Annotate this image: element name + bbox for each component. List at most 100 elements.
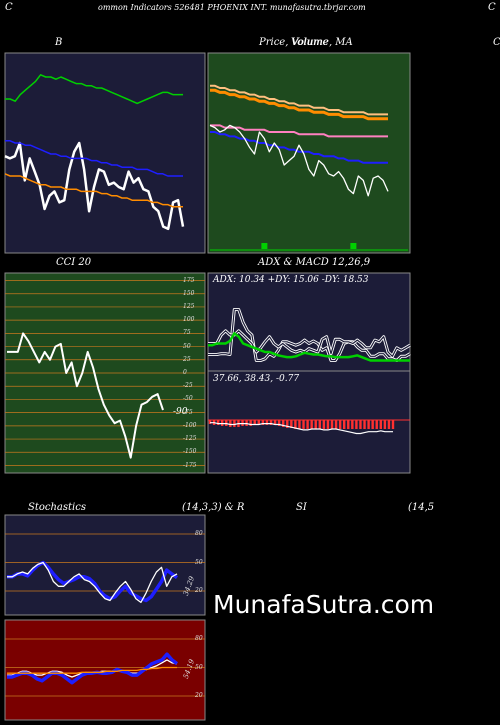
macd-histogram-bar: [286, 420, 289, 428]
oscillator-tick-label: 20: [195, 692, 203, 699]
macd-histogram-bar: [216, 420, 220, 425]
macd-histogram-bar: [347, 420, 350, 429]
macd-histogram-bar: [294, 420, 297, 429]
macd-histogram-bar: [359, 420, 362, 429]
macd-histogram-bar: [387, 420, 391, 429]
bollinger-title: B: [55, 37, 63, 48]
macd-histogram-bar: [310, 420, 313, 429]
stochastics-chart: [4, 514, 206, 616]
macd-histogram-bar: [261, 420, 265, 425]
oscillator-line-2: [7, 666, 177, 674]
panel-background: [4, 619, 206, 721]
adx-chart: [207, 272, 411, 372]
stoch-params: (14,3,3) & R: [182, 502, 245, 513]
macd-histogram-bar: [326, 420, 330, 429]
macd-histogram-bar: [351, 420, 354, 429]
oscillator-tick-label: 50: [195, 558, 203, 566]
cci-chart: [4, 272, 206, 474]
macd-histogram-bar: [249, 420, 252, 426]
cci-tick-label: -100: [183, 421, 197, 429]
cci-tick-label: 75: [183, 329, 191, 337]
cci-tick-label: -50: [183, 395, 193, 403]
ma-pink-line: [210, 124, 388, 138]
macd-chart: [207, 370, 411, 474]
macd-histogram-bar: [379, 420, 382, 429]
cci-title: CCI 20: [56, 257, 92, 268]
ma-blue-line: [210, 131, 388, 164]
oscillator-tick-label: 50: [195, 663, 203, 671]
cci-tick-label: -175: [183, 461, 197, 469]
cci-tick-label: 50: [183, 342, 191, 350]
price-chart: [207, 52, 411, 254]
right-edge-char: C: [488, 2, 496, 13]
cci-tick-label: 125: [183, 302, 195, 310]
oscillator-tick-label: 80: [195, 635, 203, 642]
macd-histogram-bar: [338, 420, 342, 429]
cci-tick-label: -25: [183, 382, 193, 390]
bollinger-chart: [4, 52, 206, 254]
macd-histogram-bar: [322, 420, 326, 429]
rsi-title: SI: [296, 502, 307, 513]
macd-histogram-bar: [298, 420, 301, 429]
macd-histogram-bar: [253, 420, 256, 425]
macd-histogram-bar: [302, 420, 305, 429]
macd-histogram-bar: [265, 420, 269, 425]
ma-orange-line: [210, 88, 388, 121]
macd-readout: 37.66, 38.43, -0.77: [213, 374, 300, 384]
macd-histogram-bar: [229, 420, 232, 427]
left-edge-char: C: [5, 2, 13, 13]
watermark: MunafaSutra.com: [213, 590, 435, 619]
macd-histogram-bar: [355, 420, 358, 429]
macd-histogram-bar: [383, 420, 387, 429]
oscillator-tick-label: 80: [195, 530, 203, 537]
macd-histogram-bar: [391, 420, 395, 429]
cci-last-value: -90: [173, 407, 188, 417]
volume-bar: [261, 243, 268, 249]
macd-histogram-bar: [343, 420, 346, 429]
macd-histogram-bar: [273, 420, 277, 425]
oscillator-tick-label: 20: [195, 587, 203, 594]
oscillator-line-1: [7, 561, 178, 604]
page-title: ommon Indicators 526481 PHOENIX INT. mun…: [98, 3, 366, 12]
volume-bar: [350, 243, 357, 249]
cci-tick-label: -125: [183, 435, 197, 443]
bollinger-lower-band: [4, 173, 183, 208]
rsi-chart: [4, 619, 206, 721]
macd-histogram-bar: [314, 420, 317, 429]
price-line: [4, 141, 185, 231]
rsi-params: (14,5: [408, 502, 435, 513]
price-title-overlap: Volume: [291, 37, 329, 48]
minus-dy-line: [208, 308, 411, 362]
cci-tick-label: 25: [183, 355, 191, 363]
panel-background: [207, 52, 411, 254]
ma-light-orange-line: [210, 84, 388, 116]
panel-background: [207, 272, 411, 372]
panel-background: [4, 514, 206, 616]
plus-dy-line: [208, 330, 411, 357]
panel-background: [4, 52, 206, 254]
cci-tick-label: -75: [183, 408, 193, 416]
cci-line: [7, 332, 164, 459]
cci-tick-label: -150: [183, 448, 197, 456]
macd-histogram-bar: [318, 420, 321, 429]
adx-readout: ADX: 10.34 +DY: 15.06 -DY: 18.53: [213, 275, 369, 285]
macd-histogram-bar: [282, 420, 285, 427]
price-line: [209, 124, 389, 197]
oscillator-line-0: [7, 560, 179, 603]
macd-histogram-bar: [334, 420, 338, 429]
bollinger-middle-band: [5, 140, 183, 177]
macd-histogram-bar: [269, 420, 273, 425]
cci-tick-label: 0: [183, 369, 187, 376]
macd-histogram-bar: [277, 420, 281, 426]
macd-histogram-bar: [257, 420, 260, 425]
macd-histogram-bar: [290, 420, 293, 428]
cci-tick-label: 150: [183, 289, 195, 297]
macd-histogram-bar: [367, 420, 370, 429]
macd-histogram-bar: [330, 420, 334, 429]
adx-line: [208, 332, 410, 362]
price-title: Price, Volume, MA: [259, 37, 353, 48]
oscillator-line-1: [7, 652, 179, 685]
adx-title: ADX & MACD 12,26,9: [258, 257, 371, 268]
stoch-title: Stochastics: [28, 502, 86, 513]
cci-tick-label: 175: [183, 276, 195, 284]
